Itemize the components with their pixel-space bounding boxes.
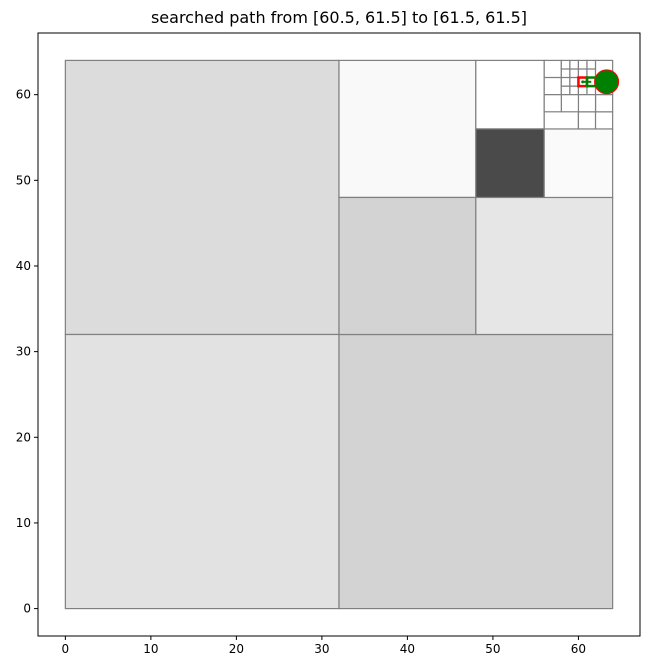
x-axis-ticks: 0 10 20 30 40 50 60 xyxy=(62,636,586,656)
quadtree-cell xyxy=(586,85,597,96)
path-layer xyxy=(581,69,620,95)
x-tick-label: 0 xyxy=(62,642,70,656)
quadtree-cell xyxy=(569,68,580,79)
quadtree-cell xyxy=(338,59,477,199)
start-point xyxy=(581,80,585,84)
x-tick-label: 50 xyxy=(485,642,500,656)
x-tick-label: 40 xyxy=(400,642,415,656)
x-tick-label: 30 xyxy=(314,642,329,656)
quadtree-cell xyxy=(569,59,580,70)
x-tick-label: 20 xyxy=(229,642,244,656)
quadtree-cell xyxy=(586,59,597,70)
chart-title: searched path from [60.5, 61.5] to [61.5… xyxy=(151,8,527,27)
quadtree-cell xyxy=(475,59,545,130)
quadtree-cells xyxy=(64,59,614,610)
quadtree-cell xyxy=(338,196,477,336)
y-tick-label: 10 xyxy=(16,516,31,530)
quadtree-cell xyxy=(475,196,614,336)
quadtree-cell xyxy=(594,94,614,113)
quadtree-cell xyxy=(569,85,580,96)
quadtree-cell xyxy=(560,94,580,113)
quadtree-cell xyxy=(64,333,340,610)
quadtree-cell xyxy=(586,68,597,79)
y-axis-ticks: 0 10 20 30 40 50 60 xyxy=(16,88,38,616)
quadtree-cell xyxy=(577,94,597,113)
quadtree-cell xyxy=(560,76,571,87)
quadtree-cell xyxy=(543,76,562,96)
quadtree-cell xyxy=(577,85,588,96)
quadtree-cell xyxy=(543,94,562,113)
y-tick-label: 60 xyxy=(16,88,31,102)
y-tick-label: 20 xyxy=(16,430,31,444)
quadtree-cell xyxy=(560,59,571,70)
quadtree-cell xyxy=(338,333,614,610)
y-tick-label: 40 xyxy=(16,259,31,273)
quadtree-cell xyxy=(569,76,580,87)
goal-marker xyxy=(594,69,620,95)
quadtree-cell xyxy=(543,128,614,199)
quadtree-cell xyxy=(543,59,562,79)
quadtree-cell xyxy=(577,111,597,130)
quadtree-cell xyxy=(577,59,588,70)
y-tick-label: 50 xyxy=(16,173,31,187)
x-tick-label: 60 xyxy=(571,642,586,656)
y-tick-label: 30 xyxy=(16,345,31,359)
axes-frame xyxy=(37,32,641,637)
quadtree-cell xyxy=(475,128,545,199)
y-tick-label: 0 xyxy=(23,602,31,616)
quadtree-cell xyxy=(560,85,571,96)
x-tick-label: 10 xyxy=(143,642,158,656)
quadtree-cell xyxy=(64,59,340,336)
quadtree-cell xyxy=(577,68,588,79)
quadtree-cell xyxy=(560,68,571,79)
quadtree-cell xyxy=(594,111,614,130)
